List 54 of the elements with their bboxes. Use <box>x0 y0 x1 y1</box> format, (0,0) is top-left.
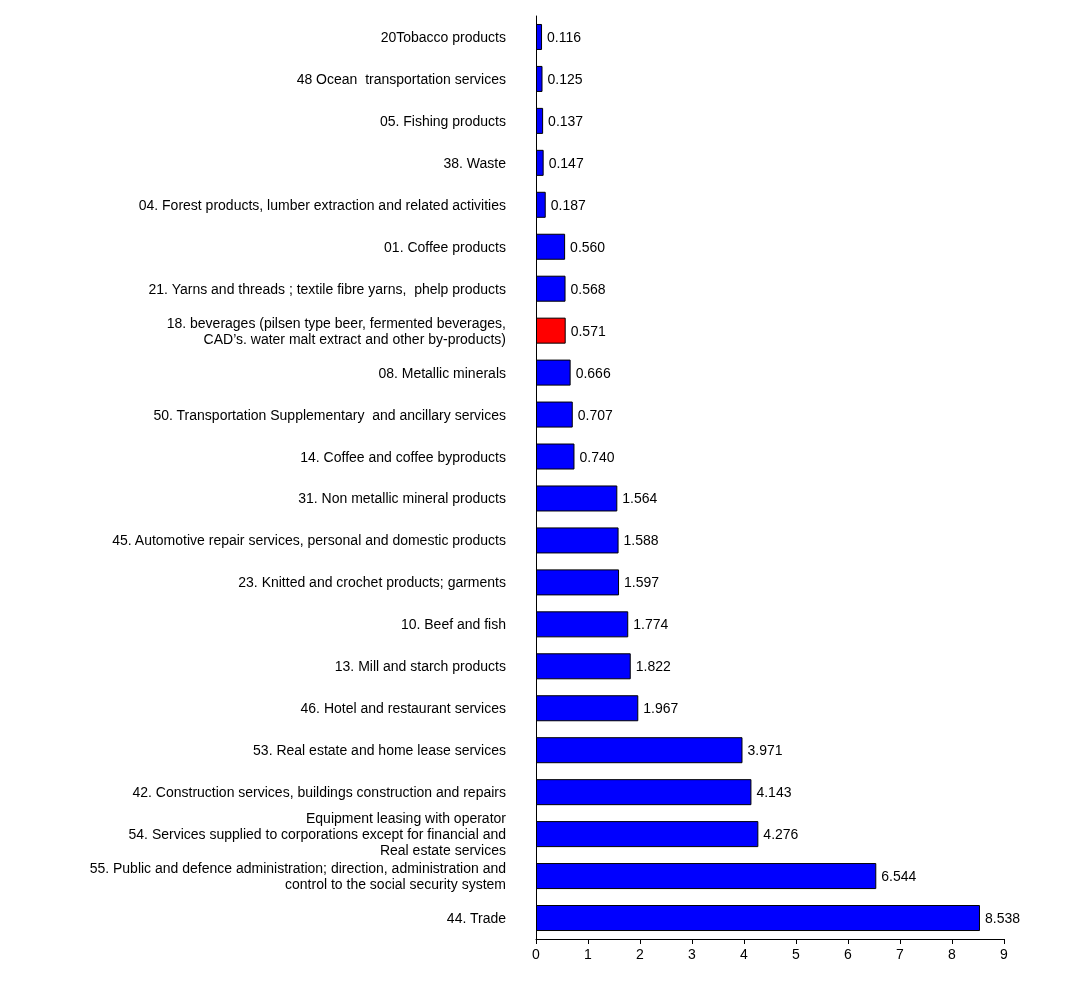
y-tick-label: 50. Transportation Supplementary and ancillary services <box>153 406 506 423</box>
data-label: 0.560 <box>570 238 606 255</box>
data-label: 4.143 <box>756 784 792 801</box>
x-tick-label: 3 <box>688 946 697 962</box>
data-label: 0.147 <box>548 154 584 171</box>
data-label: 4.276 <box>763 826 799 843</box>
data-label: 0.125 <box>547 70 583 87</box>
data-label: 1.564 <box>622 490 658 507</box>
y-tick-label: 08. Metallic minerals <box>378 364 506 381</box>
x-tick-label: 8 <box>948 946 957 962</box>
data-label: 0.187 <box>550 196 586 213</box>
data-label: 0.740 <box>579 448 615 465</box>
data-label: 0.666 <box>575 364 611 381</box>
y-tick-label: 53. Real estate and home lease services <box>253 742 506 759</box>
y-tick-label: 46. Hotel and restaurant services <box>300 700 506 717</box>
y-tick-label: 45. Automotive repair services, personal and domestic products <box>112 532 506 549</box>
y-tick-label: 38. Waste <box>443 154 507 171</box>
y-tick-label: 01. Coffee products <box>384 238 506 255</box>
y-tick-label: 48 Ocean transportation services <box>296 70 506 87</box>
y-tick-label: 31. Non metallic mineral products <box>298 490 506 507</box>
x-tick-label: 5 <box>792 946 801 962</box>
data-label: 1.597 <box>624 574 660 591</box>
data-label: 0.137 <box>548 112 584 129</box>
x-tick-label: 1 <box>584 946 593 962</box>
x-tick-label: 7 <box>896 946 905 962</box>
x-tick-label: 6 <box>844 946 853 962</box>
y-tick-label: 21. Yarns and threads ; textile fibre yarns, phelp products <box>148 280 506 297</box>
x-tick-label: 9 <box>1000 946 1009 962</box>
data-label: 1.967 <box>643 700 679 717</box>
data-label: 1.822 <box>635 658 671 675</box>
data-label: 1.588 <box>623 532 659 549</box>
x-tick-label: 2 <box>636 946 645 962</box>
x-tick-label: 0 <box>532 946 541 962</box>
y-tick-label: 04. Forest products, lumber extraction and related activities <box>138 196 506 213</box>
data-label: 1.774 <box>633 616 669 633</box>
data-label: 0.707 <box>577 406 614 423</box>
y-tick-label: 20Tobacco products <box>380 28 506 45</box>
data-label: 0.116 <box>547 28 582 45</box>
y-tick-label: 13. Mill and starch products <box>334 658 506 675</box>
y-tick-label: 55. Public and defence administration; direction, administration and control to the social security system <box>89 860 506 893</box>
y-tick-label: 44. Trade <box>446 910 507 927</box>
data-label: 0.568 <box>570 280 606 297</box>
data-label: 6.544 <box>881 868 917 885</box>
y-tick-label: 10. Beef and fish <box>400 616 506 633</box>
data-label: 3.971 <box>747 742 783 759</box>
y-tick-label: 05. Fishing products <box>379 112 506 129</box>
y-tick-label: Equipment leasing with operator 54. Services supplied to corporations except for financial and Real estate services <box>128 810 507 859</box>
data-label: 8.538 <box>984 910 1021 927</box>
y-tick-label: 23. Knitted and crochet products; garments <box>238 574 506 591</box>
x-tick-label: 4 <box>740 946 749 962</box>
data-label: 0.571 <box>570 322 606 339</box>
y-tick-label: 42. Construction services, buildings construction and repairs <box>132 784 506 801</box>
y-tick-label: 18. beverages (pilsen type beer, fermented beverages, CAD’s. water malt extract and other by-products) <box>166 314 506 347</box>
y-tick-label: 14. Coffee and coffee byproducts <box>300 448 506 465</box>
